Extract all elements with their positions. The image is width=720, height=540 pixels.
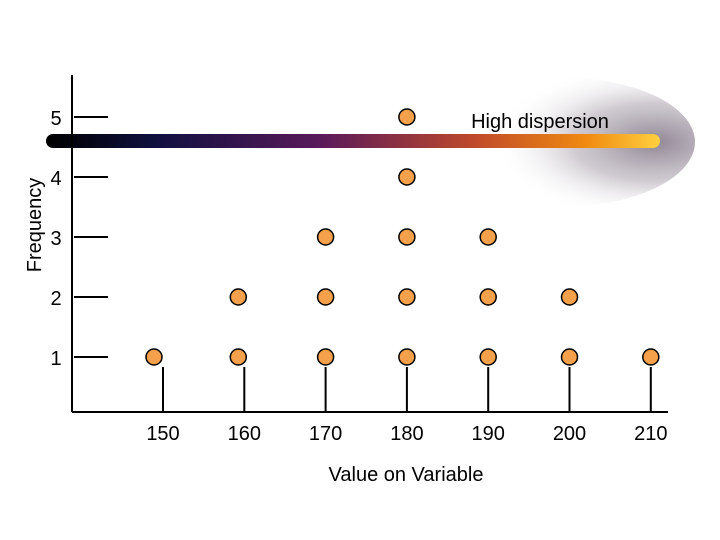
x-tick-label: 170 [309, 423, 342, 445]
data-point [229, 288, 248, 306]
data-point [560, 348, 579, 366]
x-axis-title: Value on Variable [329, 464, 484, 486]
annotation-highlight [46, 77, 695, 207]
data-point [316, 228, 335, 246]
annotation-bar [46, 134, 660, 148]
data-markers [145, 108, 660, 366]
data-point [229, 348, 248, 366]
y-tick-label: 4 [50, 168, 61, 190]
x-tick-label: 210 [634, 423, 667, 445]
y-tick-label: 2 [50, 288, 61, 310]
y-axis-title: Frequency [24, 178, 46, 273]
y-tick-label: 1 [50, 348, 61, 370]
data-point [398, 168, 416, 186]
annotation-label: High dispersion [471, 111, 609, 133]
y-tick-label: 3 [50, 228, 61, 250]
data-point [398, 288, 416, 306]
data-point [398, 228, 416, 246]
data-point [479, 348, 497, 366]
data-point [316, 348, 335, 366]
data-point [398, 348, 416, 366]
y-tick-label: 5 [50, 108, 61, 130]
data-point [479, 288, 497, 306]
data-point [398, 108, 416, 126]
x-tick-label: 150 [146, 423, 179, 445]
data-point [560, 288, 579, 306]
x-tick-label: 190 [472, 423, 505, 445]
data-point [479, 228, 497, 246]
y-ticks: 1 2 3 4 5 [50, 108, 108, 370]
x-tick-label: 160 [228, 423, 261, 445]
x-ticks: 150 160 170 180 190 200 210 [146, 367, 667, 445]
data-point [316, 288, 335, 306]
x-tick-label: 180 [390, 423, 423, 445]
x-tick-label: 200 [553, 423, 586, 445]
data-point [145, 348, 163, 366]
data-point [642, 348, 660, 366]
